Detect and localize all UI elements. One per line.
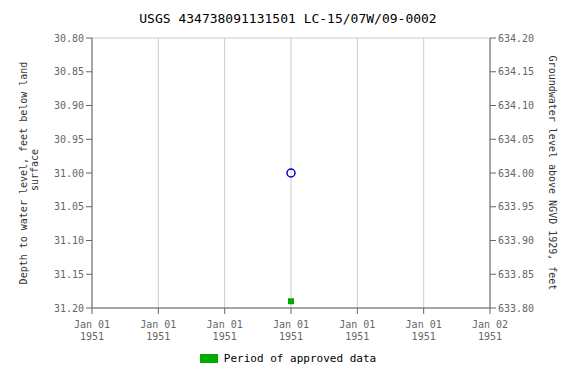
svg-text:30.90: 30.90 <box>54 100 84 111</box>
svg-text:634.10: 634.10 <box>498 100 534 111</box>
svg-text:30.85: 30.85 <box>54 66 84 77</box>
svg-text:31.00: 31.00 <box>54 168 84 179</box>
svg-text:634.20: 634.20 <box>498 33 534 44</box>
svg-text:30.80: 30.80 <box>54 33 84 44</box>
html-text:Period of approved data: Period of approved data <box>223 351 377 365</box>
svg-text:Jan 011951: Jan 011951 <box>406 319 442 342</box>
svg-text:31.05: 31.05 <box>54 201 84 212</box>
svg-text:Jan 021951: Jan 021951 <box>472 319 508 342</box>
svg-text:634.15: 634.15 <box>498 66 534 77</box>
svg-text:633.80: 633.80 <box>498 303 534 314</box>
svg-text:Jan 011951: Jan 011951 <box>273 319 309 342</box>
svg-text:633.95: 633.95 <box>498 201 534 212</box>
html-text:USGS 434738091131501 LC-15/07W: USGS 434738091131501 LC-15/07W/09-0002 <box>139 11 437 26</box>
svg-text:Depth to water level, feet bel: Depth to water level, feet below land su… <box>18 62 40 285</box>
svg-text:31.10: 31.10 <box>54 235 84 246</box>
svg-text:634.05: 634.05 <box>498 134 534 145</box>
svg-text:Jan 011951: Jan 011951 <box>339 319 375 342</box>
svg-text:Jan 011951: Jan 011951 <box>140 319 176 342</box>
svg-text:Jan 011951: Jan 011951 <box>207 319 243 342</box>
svg-text:Groundwater level above NGVD 1: Groundwater level above NGVD 1929, feet <box>547 56 558 291</box>
svg-text:633.90: 633.90 <box>498 235 534 246</box>
svg-text:31.15: 31.15 <box>54 269 84 280</box>
svg-text:634.00: 634.00 <box>498 168 534 179</box>
svg-text:Jan 011951: Jan 011951 <box>74 319 110 342</box>
svg-text:30.95: 30.95 <box>54 134 84 145</box>
svg-text:31.20: 31.20 <box>54 303 84 314</box>
svg-text:633.85: 633.85 <box>498 269 534 280</box>
